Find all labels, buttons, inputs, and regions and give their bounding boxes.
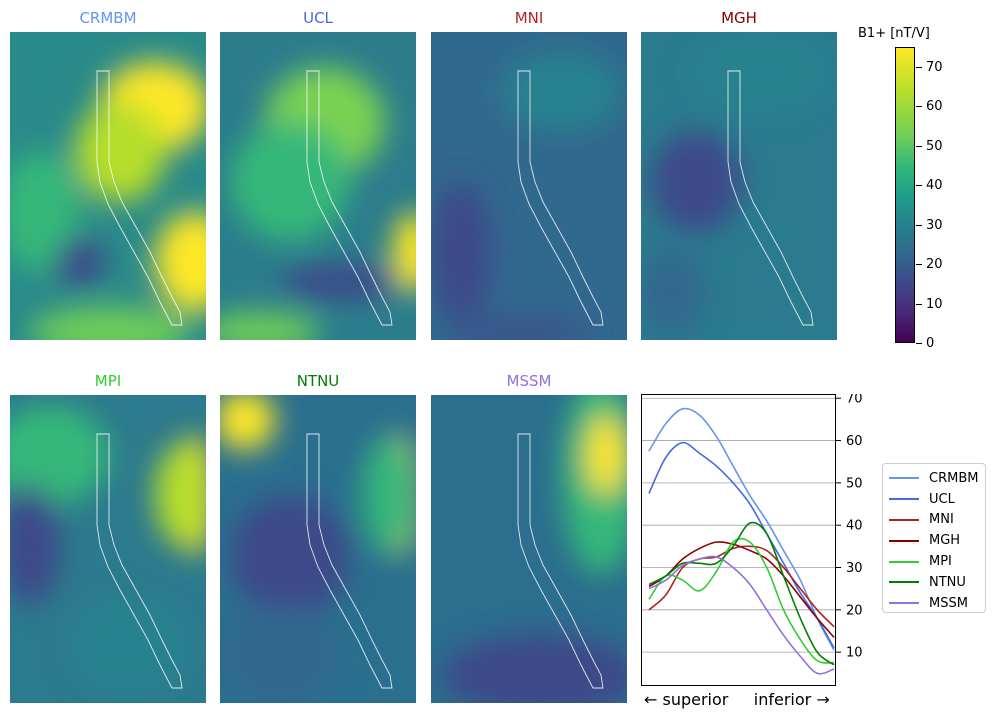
legend-swatch [889,539,919,542]
b1-map-ntnu [220,395,416,703]
series-line-crmbm [648,407,835,651]
y-tick-label: 10 [846,646,863,661]
b1-profile-chart: 10 20 30 40 50 60 70 [641,394,863,686]
legend-label: CRMBM [929,470,979,486]
colorbar-tick [916,264,922,266]
b1-map-crmbm [10,32,206,340]
series-line-mgh [648,541,835,638]
colorbar-tick [916,185,922,187]
colorbar-tick [916,106,922,108]
legend-swatch [889,560,919,563]
legend-item-crmbm: CRMBM [889,468,985,489]
colorbar-tick [916,145,922,147]
map-title-ucl: UCL [303,9,333,27]
legend-swatch [889,498,919,501]
colorbar-tick-label: 40 [926,178,943,194]
b1-map-mssm [431,395,627,703]
series-line-mpi [648,537,835,664]
series-line-ntnu [648,521,835,666]
map-title-mni: MNI [514,9,544,27]
colorbar-tick [916,303,922,305]
colorbar-tick-label: 50 [926,138,943,154]
legend-item-mpi: MPI [889,551,985,572]
colorbar-tick-label: 70 [926,59,943,75]
series-line-mni [648,545,835,628]
legend-label: MNI [929,512,954,528]
plot-frame [641,394,836,686]
colorbar-tick-label: 30 [926,217,943,233]
series-line-ucl [648,441,835,649]
legend-item-mssm: MSSM [889,593,985,614]
chart-legend: CRMBM UCL MNI MGH MPI NTNU MSSM [882,463,986,613]
y-tick-label: 60 [846,434,863,449]
x-axis-label: ← superior inferior → [644,690,830,709]
legend-label: NTNU [929,574,966,590]
b1-map-ucl [220,32,416,340]
y-tick-label: 50 [846,476,863,491]
map-title-mgh: MGH [721,9,757,27]
b1-map-mni [431,32,627,340]
legend-label: MGH [929,533,961,549]
map-title-mpi: MPI [94,372,122,390]
colorbar-tick [916,224,922,226]
colorbar-tick [916,66,922,68]
legend-swatch [889,477,919,480]
colorbar [895,47,915,343]
colorbar-tick [916,343,922,344]
legend-swatch [889,518,919,521]
legend-swatch [889,602,919,605]
map-title-mssm: MSSM [506,372,552,390]
legend-item-mni: MNI [889,510,985,531]
colorbar-tick-label: 10 [926,296,943,312]
y-tick-label: 40 [846,519,863,534]
legend-label: MPI [929,554,952,570]
map-title-ntnu: NTNU [296,372,340,390]
y-tick-label: 20 [846,603,863,618]
colorbar-title: B1+ [nT/V] [858,26,930,41]
legend-item-mgh: MGH [889,530,985,551]
legend-swatch [889,581,919,584]
b1-map-mpi [10,395,206,703]
legend-item-ucl: UCL [889,489,985,510]
legend-item-ntnu: NTNU [889,572,985,593]
colorbar-tick-label: 0 [926,336,935,351]
colorbar-tick-label: 60 [926,99,943,115]
legend-label: UCL [929,491,955,507]
legend-label: MSSM [929,595,968,611]
b1-map-mgh [641,32,837,340]
map-title-crmbm: CRMBM [79,9,137,27]
colorbar-tick-label: 20 [926,257,943,273]
series-line-mssm [648,555,835,675]
y-tick-label: 30 [846,561,863,576]
y-tick-label: 70 [846,394,863,407]
